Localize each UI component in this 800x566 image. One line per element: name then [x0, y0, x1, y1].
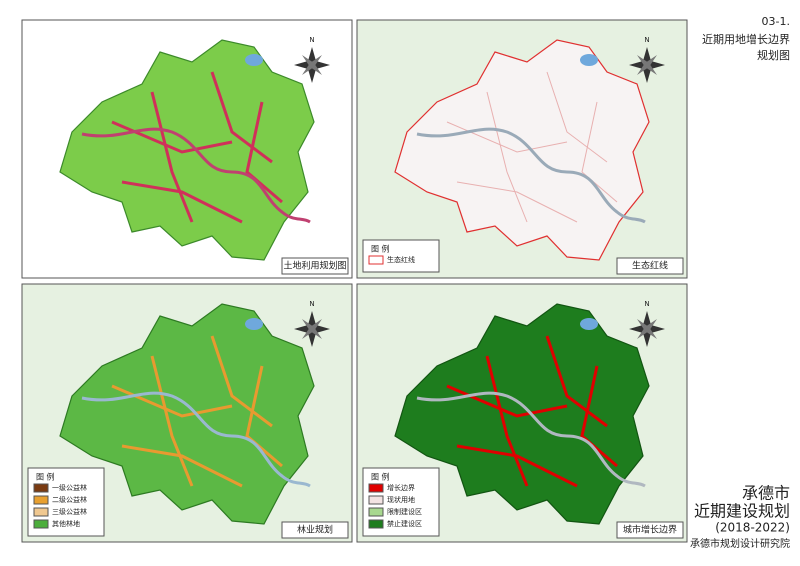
- map-feature: [485, 355, 529, 487]
- reservoir: [580, 318, 598, 330]
- panel-label: 城市增长边界: [623, 524, 677, 536]
- sheet-title: 近期用地增长边界: [702, 32, 790, 46]
- legend-swatch: [33, 519, 49, 529]
- legend-swatch: [368, 255, 384, 265]
- legend-swatch: [33, 483, 49, 493]
- panel-label: 土地利用规划图: [283, 260, 346, 272]
- compass: N: [629, 36, 665, 83]
- legend-swatch: [368, 495, 384, 505]
- reservoir: [245, 54, 263, 66]
- panel-label: 林业规划: [297, 524, 333, 536]
- legend-swatch: [368, 507, 384, 517]
- legend-title: 图 例: [371, 472, 390, 482]
- legend-swatch: [368, 519, 384, 529]
- map-feature: [121, 444, 243, 488]
- compass-star: [302, 55, 322, 75]
- compass: N: [629, 300, 665, 347]
- map-feature: [210, 71, 273, 164]
- panel-label-box: [616, 257, 684, 275]
- map-feature: [150, 355, 194, 487]
- legend-item: 生态红线: [387, 255, 415, 264]
- compass-star: [637, 55, 657, 75]
- legend-item: 二级公益林: [52, 495, 87, 504]
- compass-star: [637, 319, 657, 339]
- map-feature: [245, 365, 283, 468]
- map-feature: [456, 181, 578, 223]
- map-feature: [245, 101, 283, 204]
- map-feature: [121, 180, 243, 224]
- legend-item: 增长边界: [387, 483, 415, 492]
- panel-label: 生态红线: [632, 260, 668, 272]
- legend-swatch: [33, 495, 49, 505]
- map: [59, 39, 315, 261]
- legend-item: 现状用地: [387, 495, 415, 504]
- legend-item: 禁止建设区: [387, 519, 422, 528]
- legend-title: 图 例: [371, 244, 390, 254]
- map: [394, 303, 650, 525]
- compass-label: N: [644, 300, 649, 308]
- compass-star: [302, 319, 322, 339]
- legend-item: 限制建设区: [387, 507, 422, 516]
- map-feature: [581, 101, 618, 203]
- map-feature: [456, 444, 578, 488]
- plan-period: (2018-2022): [715, 521, 790, 535]
- map-feature: [580, 365, 618, 468]
- compass: N: [294, 300, 330, 347]
- map-feature: [486, 91, 528, 223]
- city-name: 承德市: [742, 484, 790, 503]
- sheet-code: 03-1.: [762, 15, 790, 28]
- map-panel: N 土地利用规划图: [21, 19, 353, 279]
- panel-label-box: [616, 521, 684, 539]
- map-feature: [150, 91, 194, 223]
- compass-label: N: [309, 300, 314, 308]
- legend-item: 一级公益林: [52, 483, 87, 492]
- panel-label-box: [281, 521, 349, 539]
- legend-title: 图 例: [36, 472, 55, 482]
- compass-label: N: [309, 36, 314, 44]
- compass: N: [294, 36, 330, 83]
- legend-swatch: [33, 507, 49, 517]
- map: [59, 303, 315, 525]
- legend-swatch: [368, 483, 384, 493]
- map-feature: [545, 335, 608, 428]
- institute: 承德市规划设计研究院: [690, 537, 790, 550]
- sheet-title: 规划图: [757, 48, 790, 62]
- map-feature: [210, 335, 273, 428]
- legend-item: 其他林地: [52, 519, 80, 528]
- map-feature: [546, 71, 608, 163]
- reservoir: [245, 318, 263, 330]
- panel-label-box: [281, 257, 349, 275]
- plan-name: 近期建设规划: [694, 502, 790, 521]
- legend-item: 三级公益林: [52, 507, 87, 516]
- reservoir: [580, 54, 598, 66]
- map: [394, 39, 650, 261]
- compass-label: N: [644, 36, 649, 44]
